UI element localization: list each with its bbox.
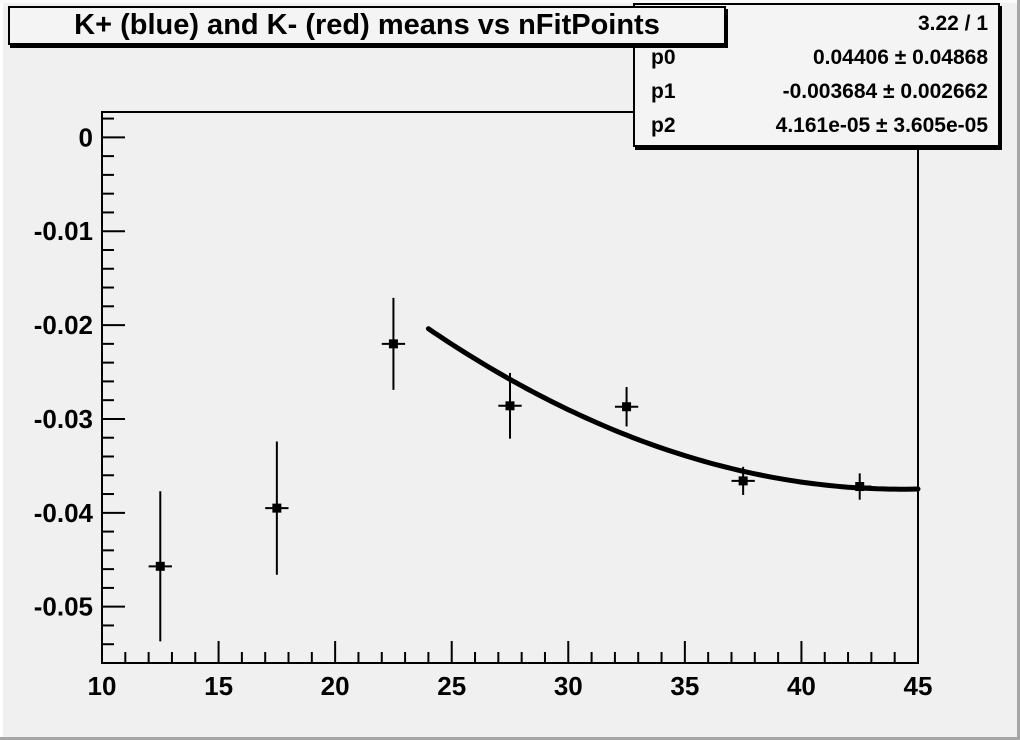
data-point-marker [622, 402, 632, 412]
title-box[interactable]: K+ (blue) and K- (red) means vs nFitPoin… [8, 6, 726, 45]
x-axis-tick-label: 35 [670, 671, 699, 701]
stats-row-p0: p0 0.04406 ± 0.04868 [651, 41, 988, 75]
x-axis-tick-label: 45 [904, 671, 933, 701]
data-point-marker [155, 561, 165, 571]
data-point-marker [388, 339, 398, 349]
y-axis-tick-label: -0.05 [34, 592, 93, 622]
plot-title: K+ (blue) and K- (red) means vs nFitPoin… [74, 9, 660, 41]
x-axis-tick-label: 25 [437, 671, 466, 701]
canvas-bevel-bottom-edge [0, 737, 1020, 740]
stats-p2-label: p2 [651, 114, 676, 137]
stats-chi2-value: 3.22 / 1 [917, 12, 988, 35]
y-axis-tick-label: -0.01 [34, 216, 93, 246]
data-point-marker [738, 476, 748, 486]
stats-p0-label: p0 [651, 46, 676, 69]
stats-p0-value: 0.04406 ± 0.04868 [812, 46, 988, 69]
stats-p1-label: p1 [651, 80, 676, 103]
data-point-marker [505, 401, 515, 411]
canvas-bevel-top-edge [0, 0, 1020, 3]
x-axis-tick-label: 30 [554, 671, 583, 701]
x-axis-tick-label: 10 [88, 671, 117, 701]
x-axis-tick-label: 20 [321, 671, 350, 701]
y-axis-tick-label: -0.03 [34, 404, 93, 434]
data-point-marker [272, 503, 282, 513]
plot-frame [101, 111, 919, 664]
y-axis-tick-label: -0.02 [34, 310, 93, 340]
canvas-bevel-left-edge [0, 0, 3, 740]
stats-row-p1: p1 -0.003684 ± 0.002662 [651, 75, 988, 109]
y-axis-tick-label: 0 [79, 122, 93, 152]
fit-curve [425, 326, 921, 492]
stats-p2-value: 4.161e-05 ± 3.605e-05 [775, 114, 988, 137]
canvas-bevel-right-edge [1017, 0, 1020, 740]
y-axis-tick-label: -0.04 [34, 498, 94, 528]
x-axis-tick-label: 15 [204, 671, 233, 701]
x-axis-tick-label: 40 [787, 671, 816, 701]
stats-p1-value: -0.003684 ± 0.002662 [782, 80, 988, 103]
stats-row-p2: p2 4.161e-05 ± 3.605e-05 [651, 109, 988, 143]
stats-row-chi2: 3.22 / 1 [651, 7, 988, 41]
